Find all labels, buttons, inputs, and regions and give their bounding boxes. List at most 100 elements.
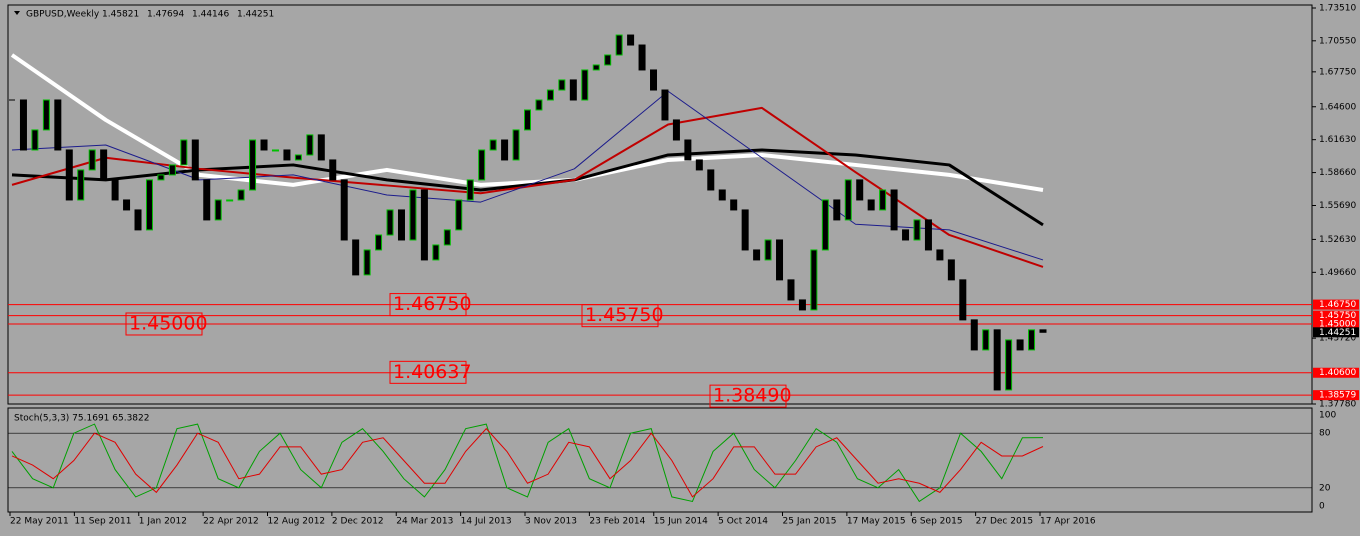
level-label: 1.38579 — [1319, 391, 1356, 401]
candle — [1016, 339, 1024, 351]
moving-average — [10, 53, 1044, 192]
candle — [501, 139, 509, 161]
level-label: 1.45000 — [1319, 319, 1356, 329]
candle — [180, 139, 188, 166]
candle — [730, 199, 738, 211]
candle — [512, 129, 520, 161]
x-tick-label: 6 Sep 2015 — [911, 517, 962, 527]
candle — [237, 189, 245, 201]
level-label: 1.46750 — [1319, 300, 1356, 310]
candle — [661, 89, 669, 121]
candle — [879, 189, 887, 211]
stoch-tick-label: 80 — [1319, 429, 1331, 439]
ohlc-value: 1.45821 — [102, 10, 139, 20]
moving-average — [11, 90, 1044, 261]
x-tick-label: 17 May 2015 — [847, 517, 906, 527]
candle — [489, 139, 497, 151]
x-tick-label: 11 Sep 2011 — [74, 517, 131, 527]
candle — [684, 139, 692, 161]
stoch-line — [11, 427, 1044, 498]
candle — [145, 179, 153, 231]
x-tick-label: 5 Oct 2014 — [718, 517, 768, 527]
x-tick-label: 17 Apr 2016 — [1040, 517, 1096, 527]
level-tag — [1313, 318, 1359, 329]
x-tick-label: 27 Dec 2015 — [976, 517, 1034, 527]
x-tick-label: 3 Nov 2013 — [525, 517, 577, 527]
candle — [1039, 329, 1047, 333]
y-tick-label: 1.49660 — [1319, 268, 1356, 278]
candle — [191, 139, 199, 181]
candle — [409, 189, 417, 241]
level-tag — [1313, 390, 1359, 401]
current-tag — [1313, 327, 1359, 338]
candle — [798, 299, 806, 311]
annotation-box — [389, 293, 467, 317]
menu-arrow[interactable] — [14, 11, 20, 15]
ohlc-value: 1.47694 — [147, 10, 184, 20]
y-tick-label: 1.43720 — [1319, 334, 1356, 344]
stoch-title: Stoch(5,3,3) 75.1691 65.3822 — [14, 414, 149, 424]
candle — [764, 239, 772, 261]
candle — [524, 109, 531, 131]
candle — [970, 319, 978, 351]
level-label: 1.45750 — [1319, 311, 1356, 321]
candle — [386, 209, 394, 236]
candle — [959, 279, 967, 321]
candle — [432, 244, 440, 261]
candle — [1005, 339, 1013, 391]
candle — [397, 209, 405, 241]
candle — [856, 179, 864, 201]
candle — [890, 189, 898, 231]
candle — [260, 139, 268, 151]
y-tick-label: 1.73510 — [1319, 4, 1356, 14]
candle — [306, 134, 314, 156]
candle — [924, 219, 932, 251]
x-tick-label: 1 Jan 2012 — [139, 517, 187, 527]
candle — [168, 164, 176, 176]
y-tick-label: 1.64600 — [1319, 102, 1356, 112]
level-tag — [1313, 367, 1359, 378]
y-tick-label: 1.67750 — [1319, 67, 1356, 77]
candle — [902, 229, 910, 241]
ohlc-value: 1.44146 — [192, 10, 229, 20]
candle — [947, 259, 955, 281]
candle — [111, 179, 119, 201]
candle — [283, 149, 291, 161]
candle — [936, 249, 944, 261]
moving-average — [11, 106, 1044, 268]
x-tick-label: 2 Dec 2012 — [332, 517, 384, 527]
annotation-box — [125, 312, 203, 336]
x-tick-label: 25 Jan 2015 — [783, 517, 837, 527]
annotation: 1.46750 — [393, 293, 472, 315]
candle — [753, 249, 761, 261]
candle — [615, 34, 623, 56]
x-tick-label: 24 Mar 2013 — [396, 517, 453, 527]
y-tick-label: 1.61630 — [1319, 135, 1356, 145]
candle — [810, 249, 818, 311]
candle — [627, 34, 635, 46]
candle — [42, 99, 50, 131]
candle — [226, 199, 234, 202]
candle — [535, 99, 543, 111]
stoch-tick-label: 100 — [1319, 411, 1336, 421]
candle — [993, 329, 1001, 391]
candle — [271, 149, 279, 152]
annotation-box — [389, 360, 467, 384]
annotation: 1.38490 — [713, 385, 792, 407]
annotation-box — [709, 384, 787, 408]
candle — [581, 69, 589, 101]
candle — [844, 179, 852, 221]
candle — [604, 54, 612, 66]
candle — [340, 179, 348, 241]
y-tick-label: 1.52630 — [1319, 235, 1356, 245]
x-tick-label: 22 Apr 2012 — [203, 517, 259, 527]
candle — [787, 279, 795, 301]
candle — [294, 154, 302, 161]
candle — [214, 199, 222, 221]
candle — [546, 89, 554, 101]
y-tick-label: 1.70550 — [1319, 36, 1356, 46]
candle — [65, 149, 73, 201]
x-tick-label: 15 Jun 2014 — [654, 517, 708, 527]
level-label: 1.40600 — [1319, 368, 1356, 378]
